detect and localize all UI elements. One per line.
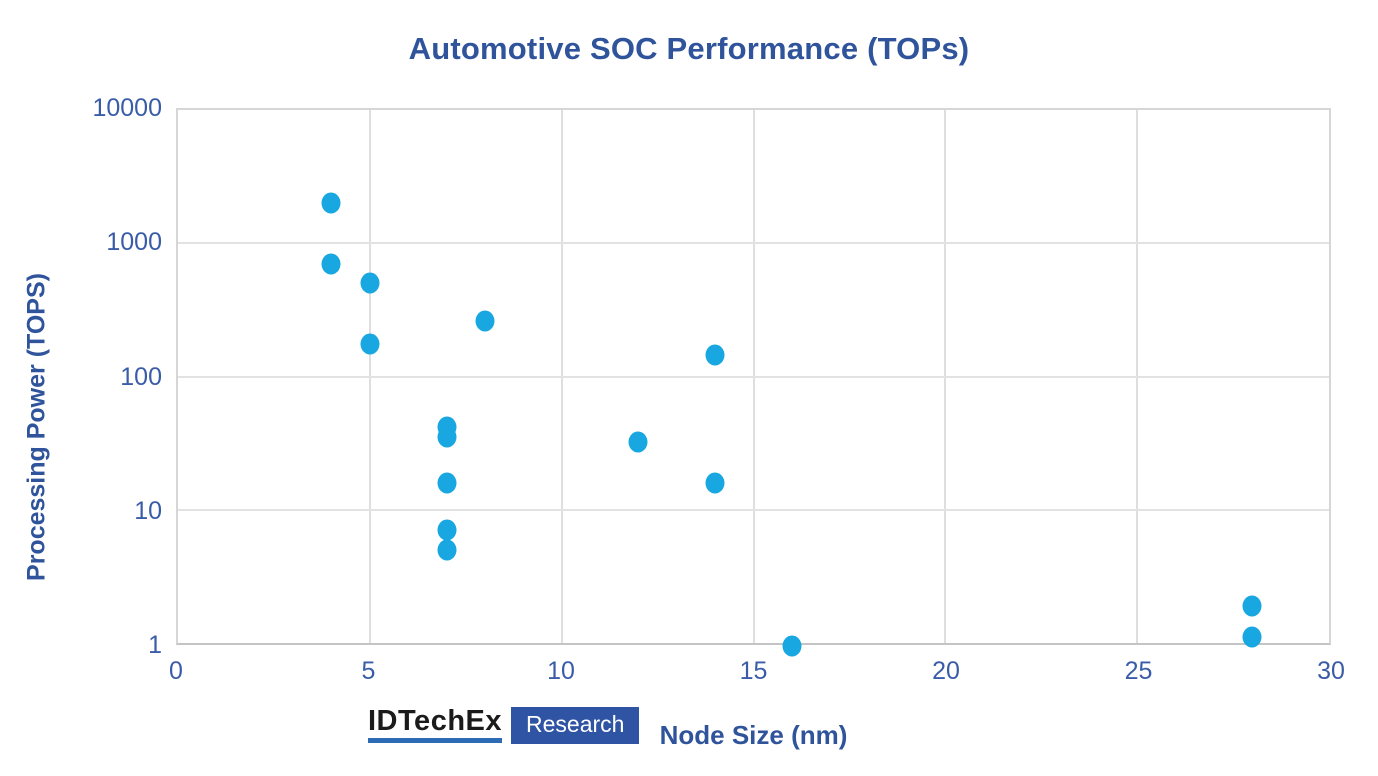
x-tick-label: 15 (739, 657, 768, 685)
data-point (437, 519, 457, 541)
x-tick-label: 25 (1124, 657, 1153, 685)
y-tick-label: 10000 (92, 94, 162, 122)
y-tick-label: 1000 (106, 228, 162, 257)
data-point (360, 272, 380, 294)
y-tick-label: 1 (148, 631, 162, 659)
data-point (1242, 595, 1262, 617)
idtechex-research-badge: Research (511, 707, 640, 744)
x-axis-title: Node Size (nm) (659, 720, 848, 750)
data-point (360, 333, 380, 355)
x-tick-label: 0 (169, 657, 183, 685)
data-point (437, 472, 457, 494)
horizontal-gridline (178, 242, 1329, 245)
data-point (705, 344, 725, 366)
y-tick-label: 100 (120, 362, 162, 391)
x-tick-label: 20 (932, 657, 960, 685)
data-point (437, 539, 457, 561)
data-point (1242, 626, 1262, 648)
idtechex-brand-text: IDTechEx (368, 705, 503, 737)
data-point (782, 635, 802, 657)
chart-title: Automotive SOC Performance (TOPs) (408, 31, 970, 66)
idtechex-underline-bar (368, 738, 503, 743)
x-tick-label: 10 (547, 657, 575, 685)
data-point (321, 192, 341, 214)
horizontal-gridline (178, 375, 1329, 378)
data-point (628, 431, 648, 453)
idtechex-logo: IDTechEx Research (368, 705, 640, 744)
x-tick-label: 5 (361, 657, 376, 685)
y-tick-label: 10 (134, 496, 162, 525)
x-tick-label: 30 (1317, 657, 1345, 685)
data-point (321, 253, 341, 275)
data-point (437, 426, 457, 448)
data-point (475, 310, 495, 332)
plot-area: IDTechEx Research (176, 108, 1331, 744)
idtechex-logo-left: IDTechEx (368, 705, 503, 743)
y-axis-title: Processing Power (TOPS) (22, 273, 51, 581)
horizontal-gridline (178, 508, 1329, 511)
data-point (705, 472, 725, 494)
